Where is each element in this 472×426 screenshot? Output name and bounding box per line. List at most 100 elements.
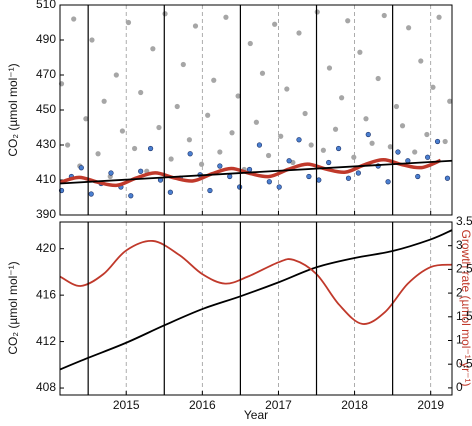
y-tick-label: 470	[36, 67, 56, 81]
data-point	[223, 14, 229, 20]
data-point	[217, 163, 223, 169]
data-point	[332, 126, 339, 132]
data-point	[387, 144, 393, 150]
data-point	[345, 175, 352, 181]
data-point	[88, 191, 94, 197]
data-point	[205, 112, 211, 118]
data-point	[131, 145, 138, 152]
data-point	[284, 86, 290, 92]
data-point	[314, 9, 320, 15]
y-tick-label: 420	[36, 241, 56, 255]
y2-axis-title: Growth rate (µmol mol⁻¹ yr⁻¹)	[459, 230, 472, 387]
data-point	[399, 123, 406, 129]
data-point	[430, 84, 436, 90]
y-tick-label: 412	[36, 334, 56, 348]
data-point	[113, 72, 119, 78]
data-point	[365, 131, 371, 138]
data-point	[393, 103, 400, 110]
y-tick-label: 490	[36, 32, 56, 46]
data-point	[436, 14, 442, 20]
y-tick-label: 450	[36, 102, 56, 116]
data-point	[138, 89, 144, 96]
data-line	[59, 159, 453, 185]
data-point	[272, 21, 278, 27]
y2-tick-label: 3	[456, 238, 463, 252]
data-point	[276, 184, 282, 190]
data-point	[296, 30, 302, 36]
data-point	[355, 170, 361, 176]
data-point	[265, 152, 272, 159]
data-point	[345, 18, 351, 24]
plot-frame	[59, 221, 453, 396]
x-tick-label: 2016	[189, 398, 216, 412]
x-tick-label: 2019	[417, 398, 444, 412]
data-point	[237, 184, 243, 190]
data-point	[306, 173, 312, 180]
data-point	[187, 151, 193, 157]
data-point	[256, 142, 263, 148]
data-point	[296, 137, 302, 143]
y-tick-label: 510	[36, 0, 56, 11]
y2-tick-label: 2	[456, 285, 463, 299]
y-tick-label: 408	[36, 380, 56, 394]
y2-tick-label: 1	[456, 333, 463, 347]
data-point	[278, 133, 284, 139]
data-point	[320, 147, 326, 153]
data-point	[247, 40, 253, 47]
data-point	[211, 77, 217, 83]
data-point	[168, 156, 174, 162]
data-point	[351, 154, 357, 160]
data-point	[128, 193, 134, 199]
data-point	[442, 138, 448, 145]
data-point	[95, 151, 101, 157]
y2-tick-label: 0.5	[456, 356, 472, 370]
y2-tick-label: 2.5	[456, 262, 472, 276]
data-point	[381, 12, 387, 19]
y2-tick-label: 3.5	[456, 214, 472, 228]
data-point	[316, 177, 322, 183]
y-tick-label: 390	[36, 207, 56, 221]
data-point	[180, 61, 186, 68]
data-point	[174, 103, 180, 110]
data-point	[65, 142, 71, 148]
data-point	[326, 65, 333, 71]
data-point	[229, 130, 235, 136]
data-point	[89, 37, 95, 43]
data-point	[227, 173, 233, 180]
data-point	[217, 149, 223, 155]
data-point	[424, 131, 430, 138]
y-axis-title: CO₂ (µmol mol⁻¹)	[6, 261, 20, 354]
x-tick-label: 2017	[265, 398, 292, 412]
data-point	[415, 173, 421, 180]
data-point	[425, 154, 431, 160]
data-point	[266, 179, 272, 185]
y-tick-label: 430	[36, 137, 56, 151]
data-point	[335, 145, 342, 152]
data-point	[406, 25, 412, 31]
data-point	[339, 95, 345, 101]
data-point	[418, 58, 424, 64]
data-point	[308, 142, 314, 148]
data-point	[253, 119, 259, 125]
data-point	[147, 145, 154, 152]
data-line	[59, 240, 453, 325]
data-point	[286, 158, 292, 164]
x-tick-label: 2015	[113, 398, 140, 412]
data-point	[192, 23, 199, 29]
data-point	[326, 159, 332, 166]
data-point	[375, 75, 381, 82]
data-point	[108, 170, 114, 176]
data-line	[59, 157, 442, 188]
x-axis-title: Year	[244, 408, 268, 422]
data-point	[162, 11, 168, 17]
data-point	[385, 179, 391, 185]
y2-tick-label: 0	[456, 380, 463, 394]
x-tick-label: 2018	[341, 398, 368, 412]
data-point	[434, 138, 441, 145]
data-point	[444, 175, 451, 181]
data-point	[235, 93, 241, 99]
data-point	[363, 116, 369, 122]
data-point	[412, 149, 418, 155]
data-point	[369, 140, 375, 146]
